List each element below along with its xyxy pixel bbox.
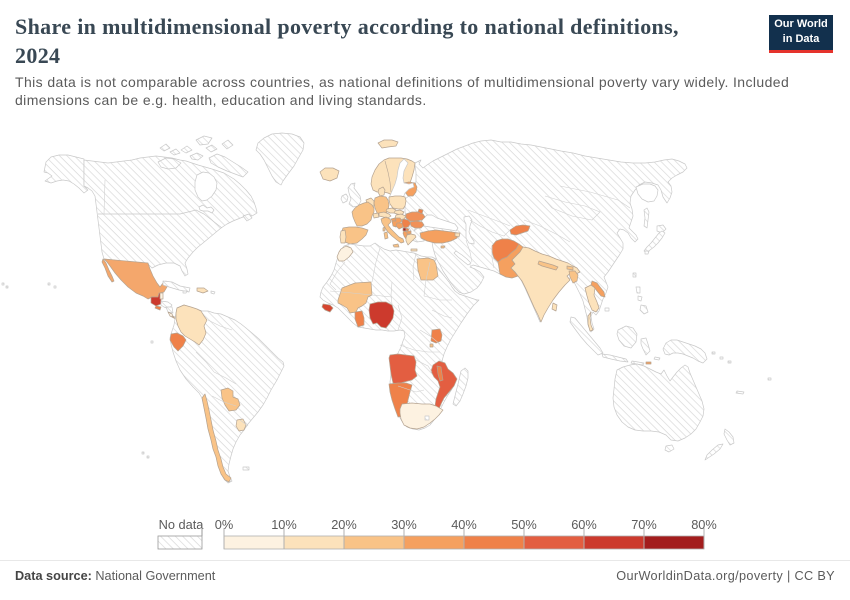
svg-text:10%: 10% [271, 517, 297, 532]
svg-text:60%: 60% [571, 517, 597, 532]
svg-text:No data: No data [159, 517, 205, 532]
svg-text:20%: 20% [331, 517, 357, 532]
svg-text:80%: 80% [691, 517, 717, 532]
svg-text:0%: 0% [215, 517, 234, 532]
svg-text:30%: 30% [391, 517, 417, 532]
svg-text:50%: 50% [511, 517, 537, 532]
svg-text:40%: 40% [451, 517, 477, 532]
svg-text:70%: 70% [631, 517, 657, 532]
